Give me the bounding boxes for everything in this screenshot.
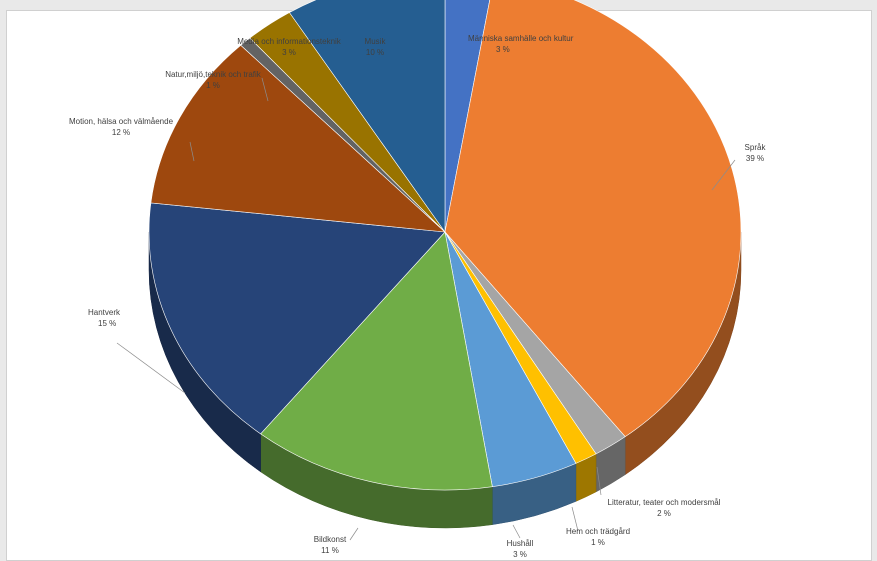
slice-labels: Människa samhälle och kultur 3 % Språk 39 %… (69, 34, 766, 559)
pie-slices (148, 0, 742, 491)
slice-motion-halsa-och-valmaende (150, 44, 446, 233)
slice-value-hantverk: 15 % (98, 319, 116, 328)
slice-value-litteratur-teater-och-modersmal: 2 % (657, 509, 671, 518)
leader-line-motion-halsa-och-valmaende (189, 141, 195, 162)
slice-value-manniska-samhalle-och-kultur: 3 % (496, 45, 510, 54)
slice-value-natur-miljo-teknik-och-trafik: 1 % (206, 81, 220, 90)
slice-value-hem-och-tradgard: 1 % (591, 538, 605, 547)
slice-value-hushall: 3 % (513, 550, 527, 559)
slice-sprak (444, 0, 742, 438)
slice-label-motion-halsa-och-valmaende: Motion, hälsa och välmående (69, 117, 174, 126)
leader-line-litteratur-teater-och-modersmal (596, 466, 602, 496)
slice-label-natur-miljo-teknik-och-trafik: Natur,miljö,teknik och trafik (165, 70, 262, 79)
slice-label-bildkonst: Bildkonst (314, 535, 347, 544)
leader-line-hantverk (116, 342, 186, 394)
leader-line-hushall (512, 524, 521, 539)
slice-bildkonst (260, 231, 493, 491)
slice-label-hantverk: Hantverk (88, 308, 121, 317)
slice-label-hem-och-tradgard: Hem och trädgård (566, 527, 630, 536)
leader-line-bildkonst (349, 527, 359, 541)
slice-label-hushall: Hushåll (507, 539, 534, 548)
slice-label-sprak: Språk (745, 143, 767, 152)
leader-lines (116, 77, 736, 541)
slice-label-manniska-samhalle-och-kultur: Människa samhälle och kultur (468, 34, 574, 43)
slice-value-sprak: 39 % (746, 154, 764, 163)
slice-label-media-och-informationsteknik: Media och informationsteknik (237, 37, 342, 46)
slice-manniska-samhalle-och-kultur (444, 0, 491, 233)
slice-label-musik: Musik (365, 37, 387, 46)
slice-value-bildkonst: 11 % (321, 546, 339, 555)
leader-line-sprak (711, 159, 736, 191)
leader-line-natur-miljo-teknik-och-trafik (261, 77, 269, 102)
leader-line-hem-och-tradgard (571, 506, 579, 532)
slice-value-musik: 10 % (366, 48, 384, 57)
slice-musik (288, 0, 446, 233)
slice-value-motion-halsa-och-valmaende: 12 % (112, 128, 130, 137)
slice-value-media-och-informationsteknik: 3 % (282, 48, 296, 57)
slice-label-litteratur-teater-och-modersmal: Litteratur, teater och modersmål (608, 498, 721, 507)
slice-hantverk (148, 202, 446, 435)
